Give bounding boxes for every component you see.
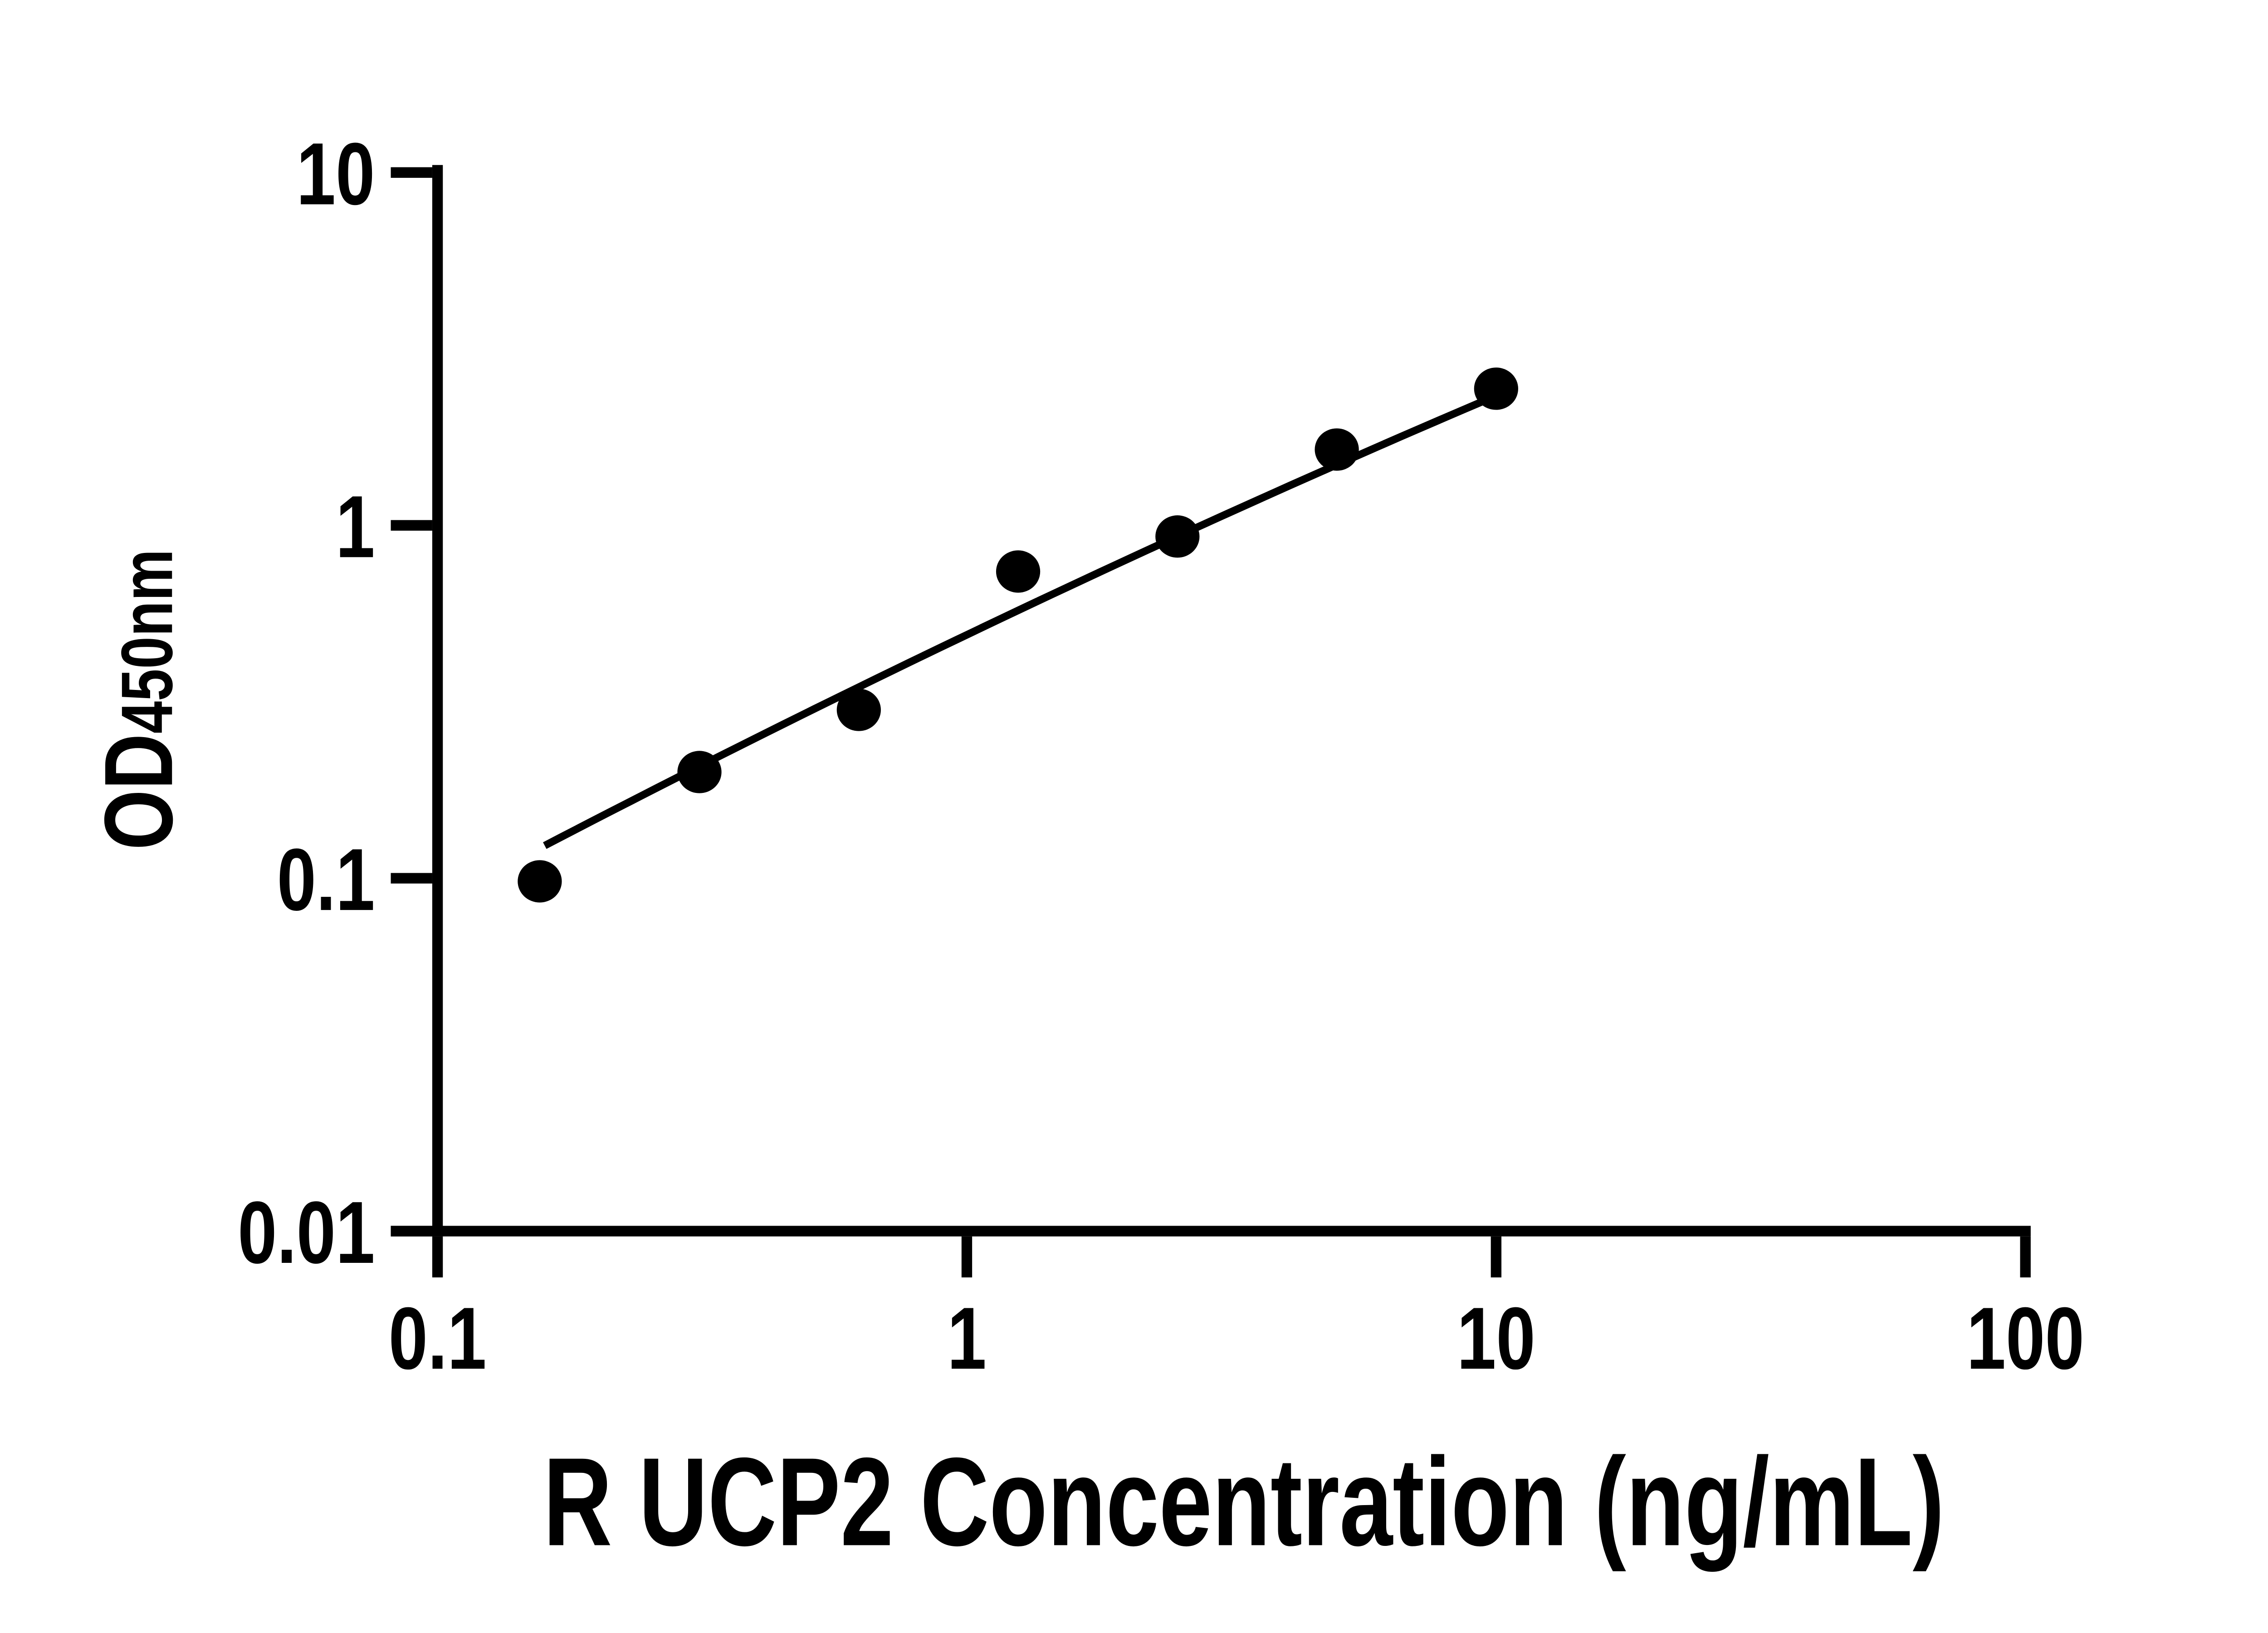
data-point-4 [996, 550, 1041, 593]
data-point-6 [1315, 428, 1359, 471]
x-tick-label-10: 10 [1457, 1289, 1535, 1388]
data-point-series [518, 367, 1518, 903]
data-point-7 [1474, 367, 1518, 410]
data-point-3 [836, 689, 881, 731]
y-tick-label-1: 1 [336, 478, 375, 576]
data-point-5 [1155, 515, 1200, 558]
y-axis-title: OD450nm [84, 549, 193, 850]
y-tick-label-10: 10 [296, 125, 375, 223]
x-axis-title: R UCP2 Concentration (ng/mL) [543, 1431, 1944, 1573]
y-axis-ticks: 10 1 0.1 0.01 [238, 125, 432, 1282]
x-tick-label-100: 100 [1966, 1289, 2084, 1388]
y-axis-title-main: OD [84, 733, 193, 850]
data-point-1 [518, 860, 562, 903]
x-tick-label-0.1: 0.1 [389, 1289, 487, 1388]
axes [391, 165, 2031, 1237]
x-tick-label-1: 1 [947, 1289, 987, 1388]
y-axis-title-subscript: 450nm [106, 549, 187, 733]
data-point-2 [677, 751, 722, 793]
y-tick-label-0.01: 0.01 [238, 1183, 375, 1282]
y-tick-label-0.1: 0.1 [277, 831, 375, 929]
figure-background [0, 22, 2268, 1611]
x-axis-ticks: 0.1 1 10 100 [389, 1236, 2084, 1388]
